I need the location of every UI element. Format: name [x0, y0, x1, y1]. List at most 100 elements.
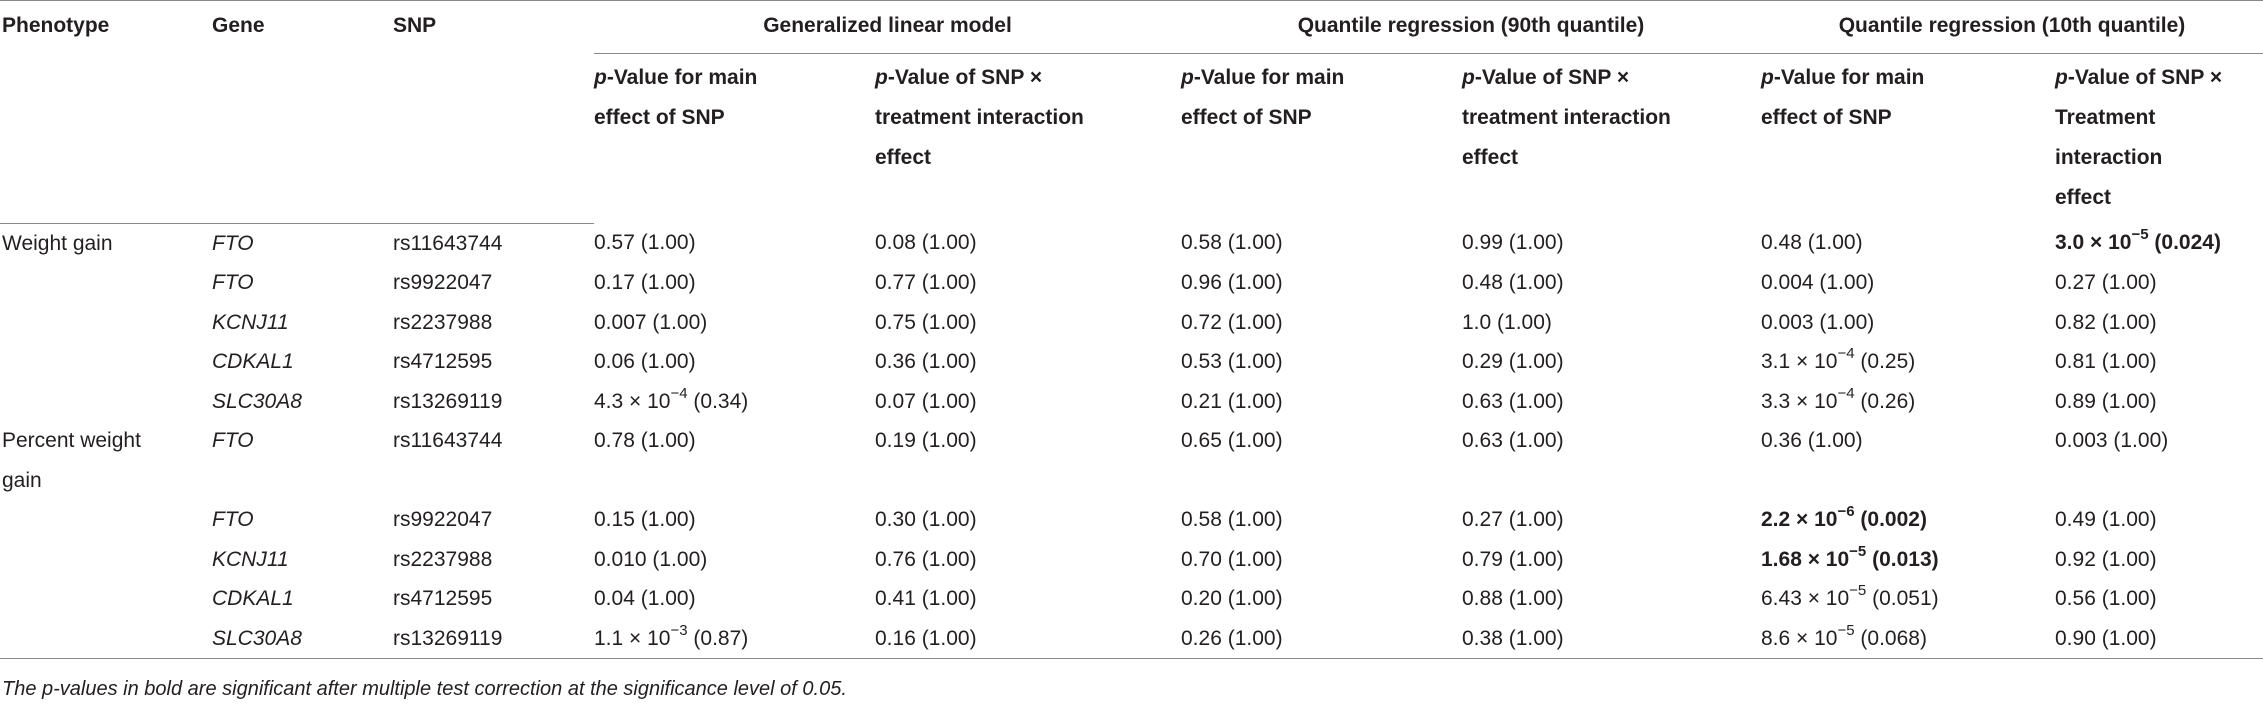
cell-q90-main: 0.58 (1.00) — [1181, 508, 1283, 531]
cell-phenotype — [0, 618, 212, 659]
table-row: FTO rs9922047 0.17 (1.00) 0.77 (1.00) 0.96 (… — [0, 263, 2263, 303]
table-row: KCNJ11 rs2237988 0.007 (1.00) 0.75 (1.00) 0.… — [0, 303, 2263, 343]
cell-gene: FTO — [212, 271, 254, 294]
cell-q10-main: 0.36 (1.00) — [1761, 429, 1863, 452]
cell-phenotype — [0, 303, 212, 343]
results-table: Phenotype Gene SNP Generalized linear mo… — [0, 0, 2263, 659]
table-row: Percent weight gain FTO rs11643744 0.78 (1.… — [0, 421, 2263, 500]
cell-q10-int: 3.0 × 10−5 (0.024) — [2055, 226, 2221, 254]
cell-q90-int: 0.63 (1.00) — [1462, 389, 1564, 413]
cell-q90-int: 0.48 (1.00) — [1462, 271, 1564, 294]
cell-glm-main: 0.06 (1.00) — [594, 350, 696, 373]
table-row: Weight gain FTO rs11643744 0.57 (1.00) 0.08 … — [0, 223, 2263, 263]
cell-gene: CDKAL1 — [212, 587, 294, 610]
cell-q10-int: 0.90 (1.00) — [2055, 618, 2263, 659]
table-row: SLC30A8 rs13269119 1.1 × 10−3 (0.87) 0.16 (… — [0, 618, 2263, 659]
cell-gene: KCNJ11 — [212, 547, 289, 571]
cell-snp: rs9922047 — [393, 271, 493, 294]
cell-q10-int: 0.49 (1.00) — [2055, 508, 2157, 531]
cell-q90-int: 0.79 (1.00) — [1462, 547, 1564, 571]
subheader-glm-main: p-Value for main effect of SNP — [594, 66, 758, 129]
cell-q10-int: 0.27 (1.00) — [2055, 271, 2157, 294]
cell-gene: FTO — [212, 429, 254, 452]
cell-q90-int: 0.88 (1.00) — [1462, 587, 1564, 610]
header-snp: SNP — [393, 0, 594, 224]
cell-phenotype — [0, 382, 212, 422]
cell-q90-main: 0.21 (1.00) — [1181, 389, 1283, 413]
cell-phenotype — [0, 500, 212, 540]
cell-q90-main: 0.70 (1.00) — [1181, 547, 1283, 571]
cell-gene: SLC30A8 — [212, 389, 302, 413]
cell-glm-main: 0.010 (1.00) — [594, 547, 708, 571]
cell-q90-int: 0.27 (1.00) — [1462, 508, 1564, 531]
table-row: FTO rs9922047 0.15 (1.00) 0.30 (1.00) 0.58 (… — [0, 500, 2263, 540]
cell-glm-int: 0.76 (1.00) — [875, 547, 977, 571]
cell-snp: rs2237988 — [393, 547, 493, 571]
cell-glm-main: 1.1 × 10−3 (0.87) — [594, 618, 875, 659]
cell-q10-int: 0.81 (1.00) — [2055, 350, 2157, 373]
subheader-q10-main: p-Value for main effect of SNP — [1761, 66, 1925, 129]
cell-gene: SLC30A8 — [212, 618, 393, 659]
cell-glm-int: 0.30 (1.00) — [875, 508, 977, 531]
cell-q10-main: 3.3 × 10−4 (0.26) — [1761, 384, 1916, 413]
cell-gene: KCNJ11 — [212, 310, 289, 334]
cell-phenotype: Weight gain — [2, 231, 113, 255]
cell-glm-int: 0.36 (1.00) — [875, 350, 977, 373]
subheader-q90-main: p-Value for main effect of SNP — [1181, 66, 1345, 129]
cell-glm-int: 0.19 (1.00) — [875, 429, 977, 452]
cell-q10-main: 8.6 × 10−5 (0.068) — [1761, 618, 2055, 659]
subheader-q90-int: p-Value of SNP × treatment interaction e… — [1462, 66, 1671, 169]
cell-phenotype — [0, 540, 212, 580]
table-row: CDKAL1 rs4712595 0.04 (1.00) 0.41 (1.00) 0.2… — [0, 579, 2263, 619]
cell-snp: rs13269119 — [393, 618, 594, 659]
cell-glm-int: 0.16 (1.00) — [875, 618, 1181, 659]
cell-q90-int: 0.63 (1.00) — [1462, 429, 1564, 452]
cell-q90-main: 0.20 (1.00) — [1181, 587, 1283, 610]
header-group-q90: Quantile regression (90th quantile) — [1181, 1, 1761, 56]
subheader-glm-int: p-Value of SNP × treatment interaction e… — [875, 66, 1084, 169]
cell-q10-int: 0.82 (1.00) — [2055, 310, 2157, 334]
cell-q10-main: 0.003 (1.00) — [1761, 310, 1875, 334]
cell-q10-main: 0.48 (1.00) — [1761, 231, 1863, 254]
header-group-glm: Generalized linear model — [594, 1, 1181, 56]
cell-snp: rs4712595 — [393, 350, 493, 373]
cell-q90-int: 0.38 (1.00) — [1462, 618, 1761, 659]
cell-q10-int: 0.92 (1.00) — [2055, 547, 2157, 571]
cell-snp: rs11643744 — [393, 231, 503, 255]
cell-glm-main: 0.17 (1.00) — [594, 271, 696, 294]
cell-q10-int: 0.89 (1.00) — [2055, 389, 2157, 413]
header-group-q10: Quantile regression (10th quantile) — [1761, 1, 2263, 56]
cell-glm-main: 0.04 (1.00) — [594, 587, 696, 610]
cell-gene: FTO — [212, 231, 254, 255]
cell-glm-int: 0.77 (1.00) — [875, 271, 977, 294]
cell-gene: CDKAL1 — [212, 350, 294, 373]
table-footnote: The p-values in bold are significant aft… — [2, 678, 847, 700]
cell-q90-main: 0.26 (1.00) — [1181, 618, 1462, 659]
cell-q90-main: 0.65 (1.00) — [1181, 429, 1283, 452]
cell-q10-main: 3.1 × 10−4 (0.25) — [1761, 345, 1916, 373]
cell-glm-int: 0.75 (1.00) — [875, 310, 977, 334]
cell-phenotype — [0, 579, 212, 619]
table-row: SLC30A8 rs13269119 4.3 × 10−4 (0.34) 0.07 (… — [0, 382, 2263, 422]
cell-q10-main: 6.43 × 10−5 (0.051) — [1761, 582, 1939, 610]
cell-glm-main: 0.78 (1.00) — [594, 429, 696, 452]
cell-glm-main: 0.15 (1.00) — [594, 508, 696, 531]
cell-q90-int: 0.99 (1.00) — [1462, 231, 1564, 254]
cell-q90-main: 0.53 (1.00) — [1181, 350, 1283, 373]
cell-q10-main: 1.68 × 10−5 (0.013) — [1761, 542, 1939, 571]
cell-q10-main: 0.004 (1.00) — [1761, 271, 1875, 294]
header-phenotype: Phenotype — [0, 0, 212, 224]
cell-glm-main: 4.3 × 10−4 (0.34) — [594, 384, 749, 413]
cell-q10-main: 2.2 × 10−6 (0.002) — [1761, 503, 1927, 531]
cell-q10-int: 0.56 (1.00) — [2055, 587, 2157, 610]
table-row: CDKAL1 rs4712595 0.06 (1.00) 0.36 (1.00) 0.5… — [0, 342, 2263, 382]
cell-snp: rs4712595 — [393, 587, 493, 610]
header-gene: Gene — [212, 0, 393, 224]
cell-snp: rs9922047 — [393, 508, 493, 531]
cell-glm-main: 0.007 (1.00) — [594, 310, 708, 334]
cell-q90-main: 0.96 (1.00) — [1181, 271, 1283, 294]
subheader-q10-int: p-Value of SNP × Treatment interaction e… — [2055, 66, 2223, 209]
cell-phenotype: Percent weight gain — [2, 429, 141, 492]
cell-snp: rs11643744 — [393, 429, 503, 452]
cell-gene: FTO — [212, 508, 254, 531]
